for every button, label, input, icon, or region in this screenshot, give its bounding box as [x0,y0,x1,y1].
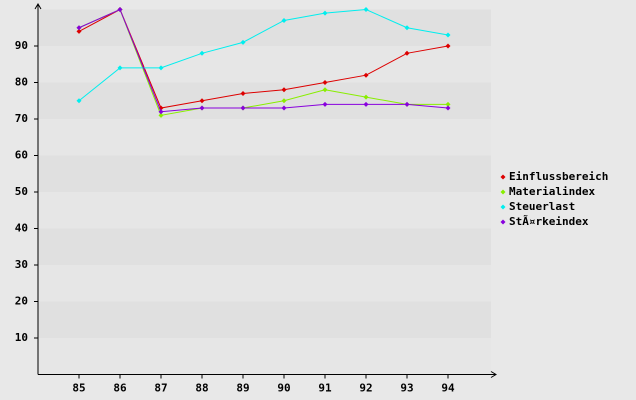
grid-band [38,228,491,265]
point [404,50,410,56]
point [158,112,164,118]
grid-band [38,9,491,46]
legend-marker [500,174,506,180]
y-tick-label: 80 [15,76,28,89]
point [404,25,410,31]
point [363,94,369,100]
legend-label: StÃ¤rkeindex [509,215,589,228]
point [240,105,246,111]
point [322,10,328,16]
x-tick-label: 90 [277,382,290,395]
x-tick-label: 86 [113,382,127,395]
point [281,98,287,104]
point [322,80,328,85]
point [76,98,82,104]
legend-label: Einflussbereich [509,170,608,183]
x-tick-label: 89 [236,382,249,395]
y-tick-label: 30 [15,258,28,271]
legend-label: Steuerlast [509,200,575,213]
point [199,105,205,111]
legend-marker [500,204,506,210]
point [199,50,205,56]
grid-band [38,46,491,83]
point [363,7,369,12]
point [322,101,328,107]
grid-band [38,265,491,302]
point [445,32,451,38]
y-tick-label: 60 [15,149,28,162]
series-line [78,8,449,109]
grid-band [38,192,491,229]
point [363,72,369,78]
point [445,105,451,111]
x-tick-label: 94 [441,382,455,395]
point [445,43,451,49]
x-tick-label: 85 [72,382,85,395]
point [281,87,287,93]
point [445,101,451,107]
x-tick-label: 87 [154,382,167,395]
x-tick-label: 88 [195,382,208,395]
y-axis-arrow [34,3,42,10]
point [76,25,82,31]
series-line [78,8,449,113]
grid-band [38,155,491,192]
grid-band [38,82,491,119]
point [117,7,123,12]
y-tick-label: 40 [15,222,28,235]
x-tick-label: 93 [400,382,413,395]
point [158,109,164,115]
legend-marker [500,189,506,195]
x-tick-label: 91 [318,382,332,395]
grid-band [38,301,491,338]
point [158,65,164,71]
series-line [78,8,449,102]
legend-marker [500,219,506,225]
legend-label: Materialindex [509,185,595,198]
point [76,28,82,34]
y-tick-label: 90 [15,39,28,52]
y-tick-label: 50 [15,185,28,198]
point [322,87,328,93]
series-line [78,8,448,116]
y-tick-label: 10 [15,331,28,344]
x-tick-label: 92 [359,382,372,395]
point [240,39,246,45]
point [240,90,246,96]
point [199,98,205,104]
x-axis-arrow [490,371,497,378]
grid-band [38,338,491,375]
point [281,105,287,111]
y-tick-label: 20 [15,295,28,308]
point [404,101,410,107]
point [363,101,369,107]
point [281,17,287,23]
grid-band [38,119,491,156]
y-tick-label: 70 [15,112,28,125]
point [117,65,123,71]
